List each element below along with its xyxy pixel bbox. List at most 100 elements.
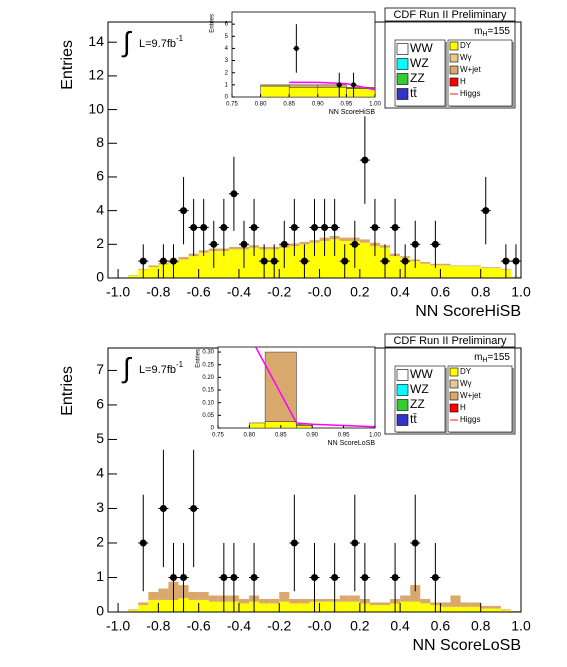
data-point <box>280 240 288 248</box>
data-point <box>411 539 419 547</box>
histogram-bar <box>138 602 149 606</box>
data-point <box>240 240 248 248</box>
y-tick-label: 8 <box>96 134 104 150</box>
x-tick-label: 0.80 <box>255 102 267 108</box>
y-tick-label: 0 <box>96 269 104 285</box>
histogram-bar <box>299 241 310 245</box>
data-point <box>391 573 399 581</box>
histogram-bar <box>359 239 370 243</box>
histogram-bar <box>379 242 391 246</box>
y-tick-label: 4 <box>96 465 104 481</box>
y-tick-label: 5 <box>225 34 229 40</box>
data-point <box>139 539 147 547</box>
x-axis-label: NN ScoreHiSB <box>415 303 521 320</box>
x-tick-label: 0.8 <box>471 284 491 300</box>
histogram-bar <box>279 591 290 592</box>
lumi-label: L=9.7fb-1 <box>139 360 184 376</box>
x-tick-label: -0.4 <box>227 284 251 300</box>
histogram-bar <box>410 261 421 278</box>
y-tick-label: 0.30 <box>202 350 214 356</box>
histogram-bar <box>379 601 391 603</box>
x-tick-label: -0.8 <box>146 618 170 634</box>
data-point <box>361 573 369 581</box>
data-point <box>250 223 258 231</box>
x-tick-label: 0.90 <box>306 433 318 439</box>
histogram-bar <box>500 609 511 611</box>
legend-label: W+jet <box>460 65 481 74</box>
histogram-bar <box>359 235 370 240</box>
legend-label: DY <box>460 41 472 50</box>
mass-rest: =155 <box>487 352 510 363</box>
histogram-bar <box>218 251 229 278</box>
histogram-bar <box>369 602 380 606</box>
x-tick-label: -0.0 <box>307 618 331 634</box>
histogram-bar <box>430 265 441 278</box>
legend-swatch <box>449 65 459 75</box>
histogram-bar <box>319 598 330 599</box>
inset-bar <box>260 84 290 87</box>
data-point <box>180 573 188 581</box>
legend-swatch <box>449 403 459 413</box>
histogram-bar <box>188 591 199 592</box>
histogram-bar <box>420 263 431 278</box>
x-tick-label: -0.0 <box>307 284 331 300</box>
histogram-bar <box>349 595 360 602</box>
histogram-bar <box>490 267 501 278</box>
histogram-bar <box>198 591 209 600</box>
histogram-bar <box>158 587 169 589</box>
legend-swatch <box>396 73 409 85</box>
legend-box <box>447 39 513 107</box>
data-point <box>220 573 228 581</box>
histogram-bar <box>279 591 290 602</box>
histogram-bar <box>410 601 421 612</box>
inset-y-label: Entries <box>196 349 202 368</box>
data-point <box>190 223 198 231</box>
y-tick-label: 0.25 <box>202 362 214 368</box>
y-tick-label: 6 <box>225 22 229 28</box>
x-tick-label: -0.8 <box>146 284 170 300</box>
x-tick-label: 0.2 <box>350 284 370 300</box>
histogram-bar <box>208 601 219 612</box>
data-point <box>341 257 349 265</box>
data-point <box>190 504 198 512</box>
histogram-bar <box>400 595 411 602</box>
lumi-text: L=9.7fb <box>139 38 176 50</box>
histogram-bar <box>450 595 461 607</box>
data-point <box>336 82 342 88</box>
data-point <box>361 156 369 164</box>
histogram-bar <box>289 603 300 612</box>
inset-bar <box>346 88 376 98</box>
inset-bar <box>264 351 297 422</box>
mass-label: mH=155 <box>474 26 510 38</box>
legend-label: H <box>460 77 466 86</box>
x-tick-label: 0.85 <box>275 433 287 439</box>
histogram-bar <box>178 256 189 260</box>
x-tick-label: 0.6 <box>431 618 451 634</box>
data-point <box>220 223 228 231</box>
histogram-bar <box>379 605 391 612</box>
histogram-bar <box>148 264 159 266</box>
histogram-bar <box>279 601 290 612</box>
histogram-bar <box>450 594 461 596</box>
data-point <box>331 223 339 231</box>
inset-bar <box>288 87 319 98</box>
data-point <box>351 82 357 88</box>
histogram-bar <box>490 605 501 609</box>
histogram-bar <box>450 265 461 267</box>
y-tick-label: 10 <box>88 100 104 116</box>
legend-swatch <box>449 379 459 389</box>
y-tick-label: 1 <box>96 568 104 584</box>
y-tick-label: 2 <box>225 70 229 76</box>
histogram-bar <box>460 264 471 266</box>
y-tick-label: 5 <box>96 430 104 446</box>
histogram-bar <box>339 594 350 596</box>
histogram-bar <box>480 267 491 268</box>
y-axis-label: Entries <box>59 40 76 90</box>
data-point <box>401 257 409 265</box>
x-tick-label: 0.4 <box>390 284 410 300</box>
histogram-bar <box>228 244 239 247</box>
y-tick-label: 0.20 <box>202 375 214 381</box>
histogram-bar <box>188 591 199 600</box>
x-tick-label: -1.0 <box>106 284 130 300</box>
